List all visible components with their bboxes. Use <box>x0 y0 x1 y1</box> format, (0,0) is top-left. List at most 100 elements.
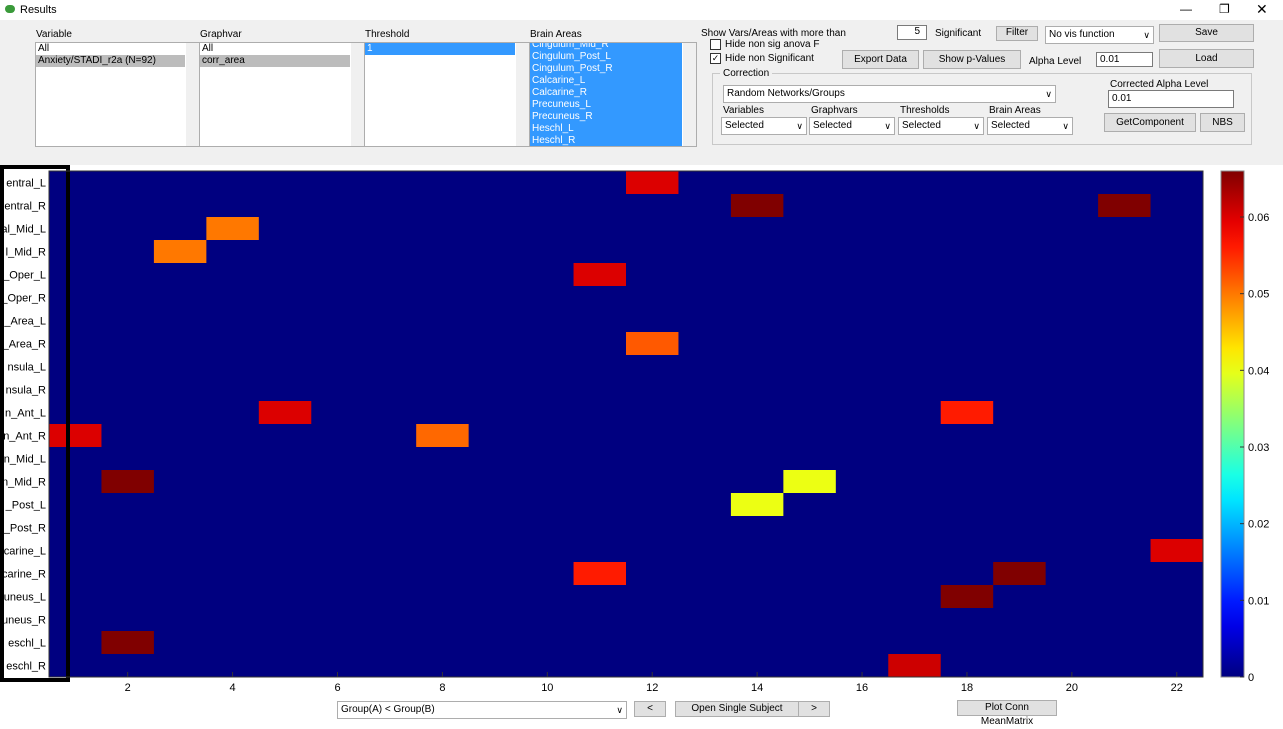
heatmap-cell <box>258 378 312 402</box>
close[interactable]: ✕ <box>1256 1 1268 17</box>
row-label: entral_R <box>4 201 46 213</box>
list-item[interactable]: Anxiety/STADI_r2a (N=92) <box>36 55 185 67</box>
colorbar-tick-label: 0 <box>1248 672 1254 684</box>
p-values-button[interactable]: Show p-Values <box>923 50 1021 69</box>
heatmap-cell <box>783 286 837 310</box>
list-item[interactable]: Cingulum_Post_L <box>530 51 682 63</box>
corrected-input[interactable]: 0.01 <box>1108 90 1234 108</box>
next-button[interactable]: > <box>798 701 830 717</box>
heatmap-cell <box>416 470 470 494</box>
heatmap-cell <box>258 263 312 287</box>
open-subject-button[interactable]: Open Single Subject <box>675 701 799 717</box>
minimize[interactable]: — <box>1180 2 1192 16</box>
heatmap-cell <box>521 263 575 287</box>
heatmap-cell <box>940 378 994 402</box>
heatmap-cell <box>416 654 470 678</box>
heatmap-cell <box>311 355 365 379</box>
row-label: nsula_L <box>7 362 46 374</box>
filter-label: Brain Areas <box>989 105 1041 116</box>
list-item[interactable]: Cingulum_Post_R <box>530 63 682 75</box>
heatmap-cell <box>153 631 207 655</box>
heatmap-cell <box>101 194 155 218</box>
load-button[interactable]: Load <box>1159 49 1254 68</box>
list-item[interactable]: Calcarine_L <box>530 75 682 87</box>
list-item[interactable]: All <box>202 43 214 54</box>
heatmap-cell <box>101 263 155 287</box>
list-item[interactable]: Heschl_L <box>530 123 682 135</box>
heatmap-cell <box>258 654 312 678</box>
filter-dropdown[interactable]: Selected <box>809 117 895 135</box>
component-button[interactable]: GetComponent <box>1104 113 1196 132</box>
heatmap-cell <box>1150 424 1204 448</box>
count-input[interactable]: 5 <box>897 25 927 40</box>
vis-function-dropdown[interactable]: No vis function <box>1045 26 1154 44</box>
list-item[interactable]: Cingulum_Mid_R <box>530 43 682 51</box>
heatmap-cell <box>626 171 679 195</box>
list-item[interactable]: Precuneus_R <box>530 111 682 123</box>
list-item[interactable]: Precuneus_L <box>530 99 682 111</box>
heatmap-cell <box>363 654 417 678</box>
heatmap-cell <box>153 309 207 333</box>
heatmap-cell <box>206 240 260 264</box>
heatmap-cell <box>416 608 470 632</box>
heatmap-cell <box>573 401 627 425</box>
heatmap-cell <box>1150 585 1204 609</box>
heatmap-cell <box>730 171 784 195</box>
checkbox-checked[interactable]: ✓ <box>710 53 721 64</box>
colorbar-tick-label: 0.03 <box>1248 442 1269 454</box>
heatmap-cell <box>888 171 942 195</box>
heatmap-cell <box>258 240 312 264</box>
prev-button[interactable]: < <box>634 701 666 717</box>
list-item[interactable]: Heschl_R <box>530 135 682 146</box>
export-button[interactable]: Export Data <box>842 50 919 69</box>
heatmap-cell <box>49 240 102 264</box>
filter-dropdown[interactable]: Selected <box>987 117 1073 135</box>
filter-dropdown[interactable]: Selected <box>898 117 984 135</box>
heatmap-cell <box>468 424 522 448</box>
heatmap-cell <box>835 654 889 678</box>
heatmap-cell <box>573 539 627 563</box>
plot-mean-button[interactable]: Plot Conn MeanMatrix <box>957 700 1057 727</box>
checkbox[interactable] <box>710 39 721 50</box>
heatmap-cell <box>783 263 837 287</box>
heatmap-cell <box>835 516 889 540</box>
list-item[interactable]: corr_area <box>200 55 350 67</box>
heatmap-cell <box>1150 286 1204 310</box>
filter-dropdown[interactable]: Selected <box>721 117 807 135</box>
heatmap-cell <box>993 424 1047 448</box>
alpha-input[interactable]: 0.01 <box>1096 52 1153 67</box>
comparison-dropdown[interactable]: Group(A) < Group(B) <box>337 701 627 719</box>
row-label: n_Mid_R <box>2 477 46 489</box>
heatmap-cell <box>626 608 679 632</box>
heatmap-cell <box>626 585 679 609</box>
heatmap-cell <box>1098 332 1152 356</box>
maximize[interactable]: ❐ <box>1219 2 1230 16</box>
heatmap-cell <box>153 447 207 471</box>
heatmap-cell <box>783 585 837 609</box>
heatmap-cell <box>49 539 102 563</box>
heatmap-cell <box>468 470 522 494</box>
heatmap-cell <box>521 355 575 379</box>
heatmap-cell <box>468 608 522 632</box>
list-item[interactable]: Calcarine_R <box>530 87 682 99</box>
heatmap-cell <box>678 263 732 287</box>
heatmap-cell <box>363 355 417 379</box>
heatmap-cell <box>521 608 575 632</box>
correction-dropdown[interactable]: Random Networks/Groups <box>723 85 1056 103</box>
nbs-button[interactable]: NBS <box>1200 113 1245 132</box>
heatmap-cell <box>311 286 365 310</box>
heatmap-cell <box>416 286 470 310</box>
heatmap-cell <box>521 286 575 310</box>
heatmap-cell <box>311 309 365 333</box>
heatmap-cell <box>206 355 260 379</box>
save-button[interactable]: Save <box>1159 24 1254 42</box>
heatmap-cell <box>153 493 207 517</box>
list-item[interactable]: All <box>38 43 50 54</box>
heatmap-cell <box>1150 355 1204 379</box>
heatmap-cell <box>888 309 942 333</box>
heatmap-cell <box>258 332 312 356</box>
heatmap-cell <box>626 401 679 425</box>
list-item[interactable]: 1 <box>365 43 515 55</box>
heatmap-cell <box>835 240 889 264</box>
filter-button[interactable]: Filter <box>996 26 1038 41</box>
